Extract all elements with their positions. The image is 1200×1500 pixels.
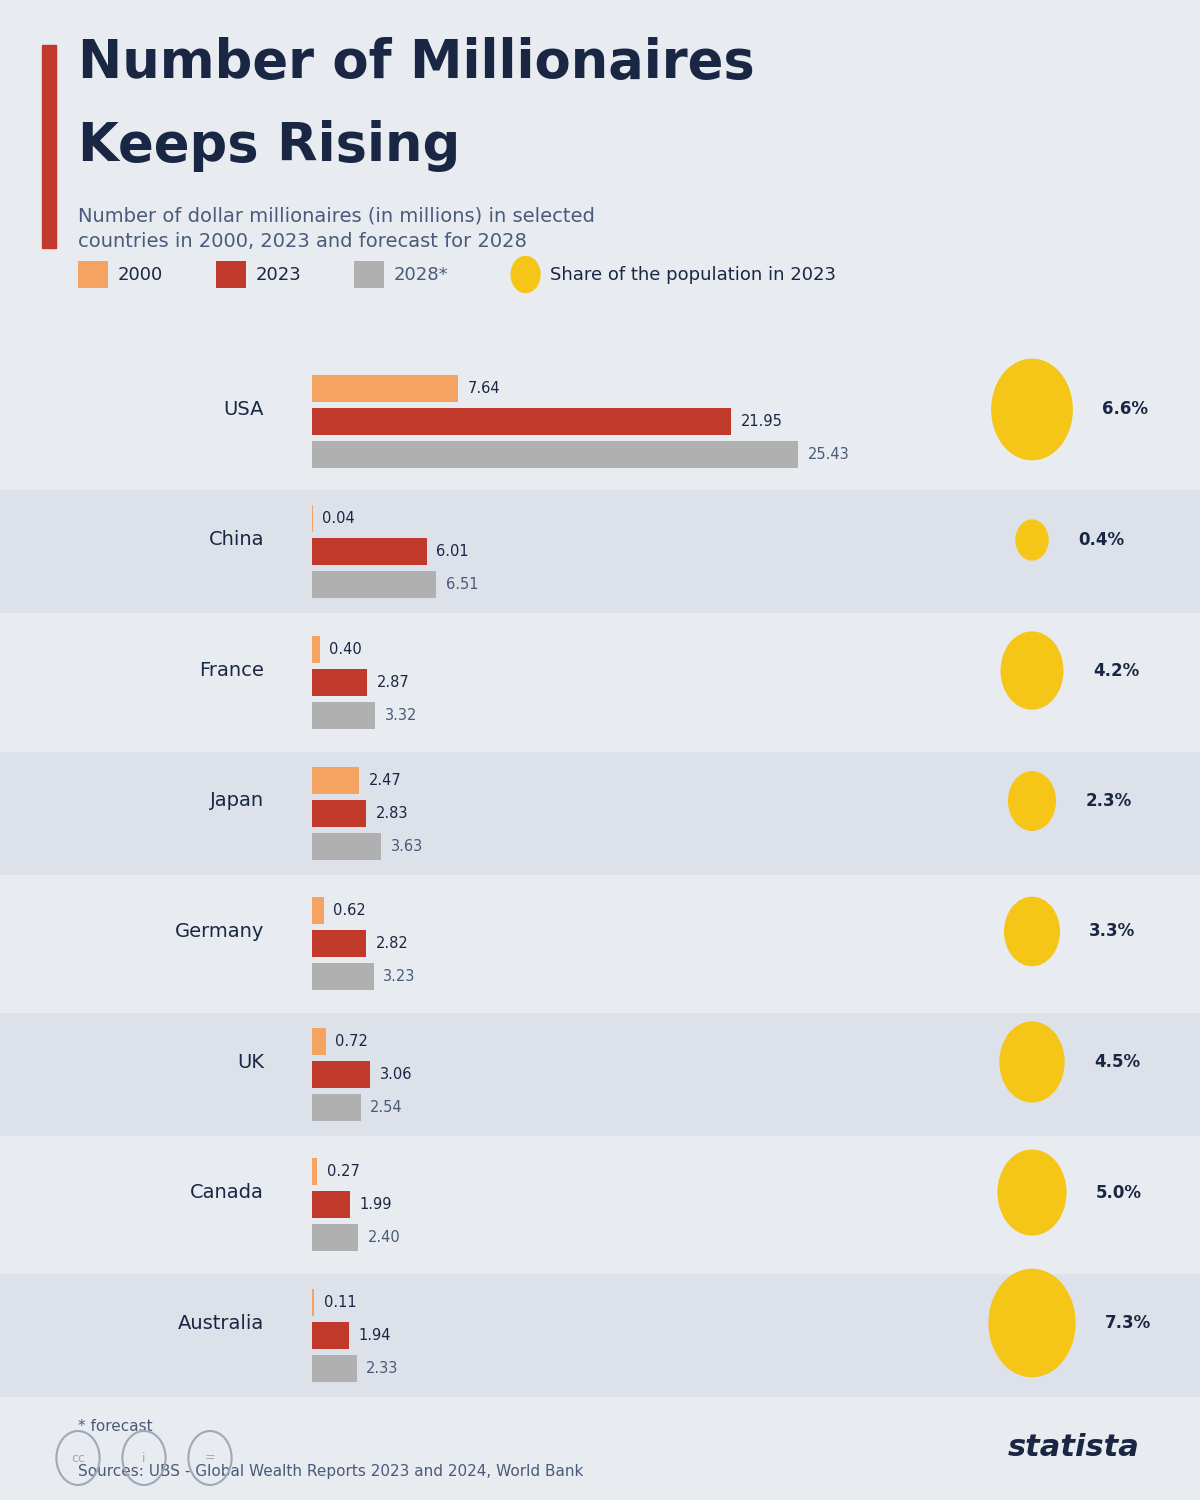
FancyBboxPatch shape (0, 490, 1200, 614)
FancyBboxPatch shape (0, 882, 1200, 1005)
FancyBboxPatch shape (312, 897, 324, 924)
Text: 2.54: 2.54 (370, 1100, 403, 1114)
Text: 2.40: 2.40 (367, 1230, 401, 1245)
Text: Number of Millionaires: Number of Millionaires (78, 38, 755, 90)
FancyBboxPatch shape (312, 833, 382, 860)
Text: 0.40: 0.40 (329, 642, 362, 657)
Text: 7.3%: 7.3% (1105, 1314, 1151, 1332)
FancyBboxPatch shape (312, 1158, 317, 1185)
FancyBboxPatch shape (312, 1354, 356, 1382)
Text: 0.27: 0.27 (326, 1164, 360, 1179)
FancyBboxPatch shape (312, 1322, 349, 1348)
Circle shape (511, 256, 540, 292)
Text: 3.32: 3.32 (385, 708, 418, 723)
FancyBboxPatch shape (216, 261, 246, 288)
FancyBboxPatch shape (354, 261, 384, 288)
Text: 3.06: 3.06 (380, 1066, 413, 1082)
FancyBboxPatch shape (312, 963, 373, 990)
Text: 4.2%: 4.2% (1093, 662, 1139, 680)
Text: 4.5%: 4.5% (1094, 1053, 1140, 1071)
Text: 0.11: 0.11 (324, 1294, 356, 1310)
FancyBboxPatch shape (0, 1013, 1200, 1136)
Text: 1.94: 1.94 (359, 1328, 391, 1342)
FancyBboxPatch shape (312, 1028, 325, 1054)
Text: Australia: Australia (178, 1314, 264, 1332)
FancyBboxPatch shape (0, 1143, 1200, 1266)
Text: 2.83: 2.83 (376, 806, 408, 820)
FancyBboxPatch shape (0, 752, 1200, 874)
Text: Number of dollar millionaires (in millions) in selected
countries in 2000, 2023 : Number of dollar millionaires (in millio… (78, 207, 595, 251)
Text: 6.6%: 6.6% (1102, 400, 1148, 418)
Text: 5.0%: 5.0% (1096, 1184, 1142, 1202)
Text: 0.4%: 0.4% (1078, 531, 1124, 549)
Text: 2.87: 2.87 (377, 675, 409, 690)
Text: 3.3%: 3.3% (1090, 922, 1135, 940)
Text: 6.01: 6.01 (437, 544, 469, 560)
Text: France: France (199, 662, 264, 680)
Text: statista: statista (1008, 1434, 1140, 1462)
FancyBboxPatch shape (312, 572, 437, 598)
Text: 2.47: 2.47 (368, 772, 402, 788)
Text: Keeps Rising: Keeps Rising (78, 120, 461, 172)
Text: 2.82: 2.82 (376, 936, 408, 951)
Text: Share of the population in 2023: Share of the population in 2023 (550, 266, 835, 284)
Text: Canada: Canada (190, 1184, 264, 1202)
Circle shape (1001, 632, 1063, 710)
Text: China: China (209, 531, 264, 549)
FancyBboxPatch shape (312, 1288, 314, 1316)
Text: 2.33: 2.33 (366, 1360, 398, 1376)
Circle shape (1004, 897, 1060, 966)
Text: * forecast: * forecast (78, 1419, 152, 1434)
FancyBboxPatch shape (312, 408, 732, 435)
FancyBboxPatch shape (312, 702, 376, 729)
Circle shape (1009, 772, 1055, 830)
FancyBboxPatch shape (312, 441, 798, 468)
Text: 2.3%: 2.3% (1085, 792, 1132, 810)
FancyBboxPatch shape (312, 930, 366, 957)
Text: 21.95: 21.95 (742, 414, 782, 429)
Circle shape (998, 1150, 1066, 1234)
Text: Sources: UBS - Global Wealth Reports 2023 and 2024, World Bank: Sources: UBS - Global Wealth Reports 202… (78, 1464, 583, 1479)
Text: 2028*: 2028* (394, 266, 449, 284)
FancyBboxPatch shape (0, 360, 1200, 483)
Circle shape (989, 1269, 1075, 1377)
FancyBboxPatch shape (0, 1274, 1200, 1396)
Text: Japan: Japan (210, 792, 264, 810)
Text: 6.51: 6.51 (446, 578, 479, 592)
Text: i: i (143, 1452, 145, 1464)
Text: USA: USA (223, 400, 264, 418)
FancyBboxPatch shape (312, 375, 458, 402)
Circle shape (1000, 1022, 1064, 1102)
Text: 3.23: 3.23 (383, 969, 415, 984)
Text: 0.04: 0.04 (323, 512, 355, 526)
Text: cc: cc (71, 1452, 85, 1464)
FancyBboxPatch shape (312, 1224, 358, 1251)
Text: 1.99: 1.99 (360, 1197, 392, 1212)
Text: 0.62: 0.62 (334, 903, 366, 918)
Text: 3.63: 3.63 (391, 839, 424, 854)
FancyBboxPatch shape (312, 538, 427, 566)
FancyBboxPatch shape (312, 1094, 360, 1120)
FancyBboxPatch shape (312, 669, 367, 696)
Text: UK: UK (238, 1053, 264, 1071)
Circle shape (1016, 520, 1048, 560)
FancyBboxPatch shape (312, 800, 366, 826)
Text: 2023: 2023 (256, 266, 301, 284)
Circle shape (992, 360, 1072, 459)
Text: 2000: 2000 (118, 266, 163, 284)
Text: 25.43: 25.43 (808, 447, 850, 462)
FancyBboxPatch shape (0, 621, 1200, 744)
FancyBboxPatch shape (312, 1191, 350, 1218)
Text: 7.64: 7.64 (468, 381, 500, 396)
Text: 0.72: 0.72 (335, 1034, 368, 1048)
FancyBboxPatch shape (312, 1060, 371, 1088)
FancyBboxPatch shape (312, 636, 319, 663)
Text: Germany: Germany (175, 922, 264, 940)
FancyBboxPatch shape (78, 261, 108, 288)
FancyBboxPatch shape (312, 766, 359, 794)
Text: =: = (205, 1452, 215, 1464)
